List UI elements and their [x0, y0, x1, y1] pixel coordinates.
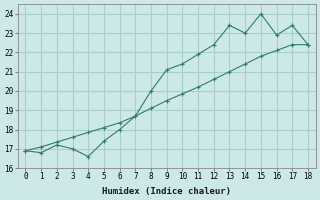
X-axis label: Humidex (Indice chaleur): Humidex (Indice chaleur) — [102, 187, 231, 196]
